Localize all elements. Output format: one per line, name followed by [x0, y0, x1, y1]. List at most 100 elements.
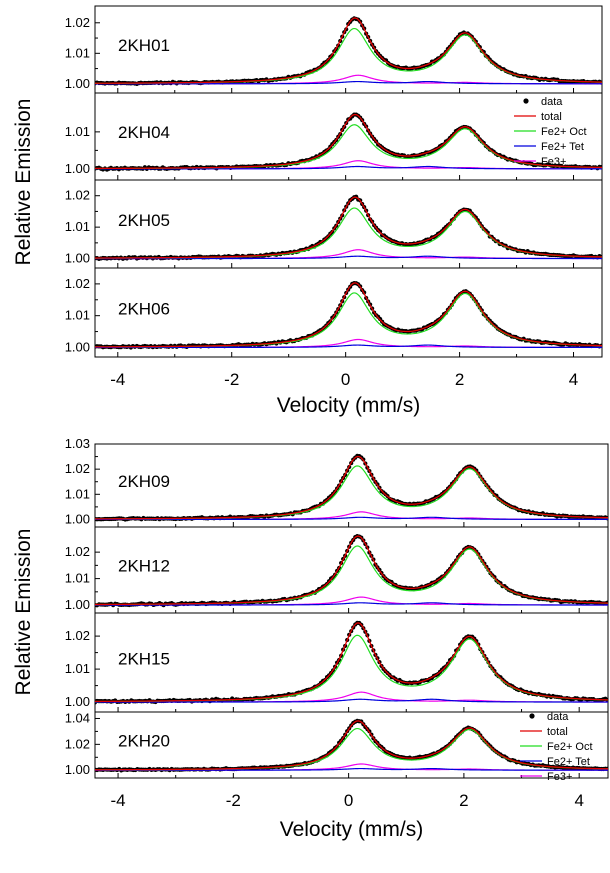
legend: data total Fe2+ Oct Fe2+ Tet Fe3+ — [514, 96, 587, 168]
curve-total — [95, 282, 602, 348]
y-tick-label: 1.02 — [65, 188, 90, 203]
sample-label: 2KH09 — [118, 472, 170, 491]
panel-2kh06: 1.00 1.01 1.02 2KH06 — [65, 267, 603, 358]
legend-label: Fe2+ Tet — [547, 756, 590, 768]
panel-2kh20: 1.00 1.02 1.04 2KH20 data total Fe2+ Oct Fe2+ T… — [65, 710, 609, 783]
y-tick-label: 1.01 — [65, 571, 90, 586]
y-tick-label: 1.00 — [65, 762, 90, 777]
x-axis-label: Velocity (mm/s) — [277, 394, 421, 417]
legend-label: Fe2+ Oct — [541, 126, 587, 138]
panel-2kh12: 1.00 1.01 1.02 2KH12 — [65, 526, 609, 614]
data-points — [95, 534, 608, 608]
y-tick-label: 1.02 — [65, 276, 90, 291]
curve-total — [95, 622, 608, 703]
panel-2kh15: 1.00 1.01 1.02 2KH15 — [65, 612, 609, 713]
y-tick-label: 1.00 — [65, 251, 90, 266]
legend-marker — [523, 98, 529, 104]
plot-area — [95, 112, 602, 172]
y-tick-label: 1.02 — [65, 736, 90, 751]
plot-area — [95, 534, 608, 608]
curve-total — [95, 196, 602, 259]
sample-label: 2KH15 — [118, 649, 170, 668]
x-tick-label: 0 — [341, 370, 350, 389]
sample-label: 2KH12 — [118, 557, 170, 576]
y-axis-label: Relative Emission — [12, 99, 35, 266]
chart-1: 1.00 1.01 1.02 2KH01 1.00 1.01 2KH04 data total F… — [12, 5, 603, 417]
curve-fe2-tet — [95, 516, 608, 521]
y-tick-label: 1.02 — [65, 628, 90, 643]
legend-label: total — [547, 726, 568, 738]
x-tick-label: -4 — [110, 791, 125, 810]
sample-label: 2KH01 — [118, 36, 170, 55]
curve-fe2-tet — [95, 698, 608, 703]
legend-label: Fe2+ Oct — [547, 741, 593, 753]
legend-marker — [529, 713, 535, 719]
curve-total — [95, 535, 608, 606]
y-tick-label: 1.00 — [65, 511, 90, 526]
y-tick-label: 1.00 — [65, 597, 90, 612]
sample-label: 2KH04 — [118, 123, 170, 142]
x-tick-label: -2 — [226, 791, 241, 810]
y-tick-label: 1.00 — [65, 161, 90, 176]
curve-fe2-tet — [95, 602, 608, 606]
legend-label: data — [547, 711, 569, 723]
y-tick-label: 1.01 — [65, 308, 90, 323]
plot-area — [95, 281, 602, 350]
plot-area — [95, 194, 602, 261]
y-tick-label: 1.01 — [65, 45, 90, 60]
curve-fe2-tet — [95, 767, 608, 771]
y-tick-label: 1.02 — [65, 544, 90, 559]
legend-label: Fe3+ — [541, 156, 566, 168]
y-tick-label: 1.00 — [65, 76, 90, 91]
x-tick-label: 2 — [455, 370, 464, 389]
legend-label: total — [541, 111, 562, 123]
y-tick-label: 1.04 — [65, 710, 90, 725]
legend-label: data — [541, 96, 563, 108]
x-axis-label: Velocity (mm/s) — [280, 818, 424, 841]
legend-label: Fe2+ Tet — [541, 141, 584, 153]
y-tick-label: 1.02 — [65, 15, 90, 30]
panel-frame — [94, 179, 603, 269]
curve-total — [95, 455, 608, 520]
y-axis-label: Relative Emission — [12, 529, 35, 696]
sample-label: 2KH06 — [118, 299, 170, 318]
panel-2kh09: 1.00 1.01 1.02 1.03 2KH09 — [65, 436, 609, 528]
y-tick-label: 1.03 — [65, 436, 90, 451]
y-tick-label: 1.00 — [65, 694, 90, 709]
curve-total — [95, 720, 608, 771]
chart-2: 1.001.011.021.032KH091.001.011.022KH121.… — [12, 436, 609, 841]
x-tick-label: 0 — [344, 791, 353, 810]
x-tick-label: 2 — [459, 791, 468, 810]
curve-fe2-tet — [95, 80, 602, 85]
x-tick-label: 4 — [574, 791, 583, 810]
data-points — [95, 620, 608, 705]
legend-label: Fe3+ — [547, 771, 572, 783]
y-tick-label: 1.01 — [65, 661, 90, 676]
panel-frame — [94, 267, 603, 358]
sample-label: 2KH20 — [118, 731, 170, 750]
legend: data total Fe2+ Oct Fe2+ Tet Fe3+ — [520, 711, 593, 783]
plot-area — [95, 718, 608, 773]
y-tick-label: 1.00 — [65, 339, 90, 354]
plot-area — [95, 16, 602, 86]
curve-total — [95, 17, 602, 84]
panel-2kh05: 1.00 1.01 1.02 2KH05 — [65, 179, 603, 269]
curve-fe2-tet — [95, 255, 602, 260]
sample-label: 2KH05 — [118, 211, 170, 230]
curve-total — [95, 113, 602, 170]
x-tick-label: -2 — [224, 370, 239, 389]
plot-area — [95, 620, 608, 705]
panel-2kh04: 1.00 1.01 2KH04 data total Fe2+ Oct Fe2+ Tet Fe… — [65, 92, 603, 181]
x-tick-label: 4 — [569, 370, 578, 389]
x-tick-label: -4 — [110, 370, 125, 389]
curve-fe2-tet — [95, 165, 602, 170]
y-tick-label: 1.02 — [65, 461, 90, 476]
plot-area — [95, 453, 608, 522]
y-tick-label: 1.01 — [65, 486, 90, 501]
y-tick-label: 1.01 — [65, 219, 90, 234]
panel-2kh01: 1.00 1.01 1.02 2KH01 — [65, 5, 603, 94]
panel-frame — [94, 711, 609, 779]
curve-fe2-tet — [95, 344, 602, 349]
y-tick-label: 1.01 — [65, 124, 90, 139]
